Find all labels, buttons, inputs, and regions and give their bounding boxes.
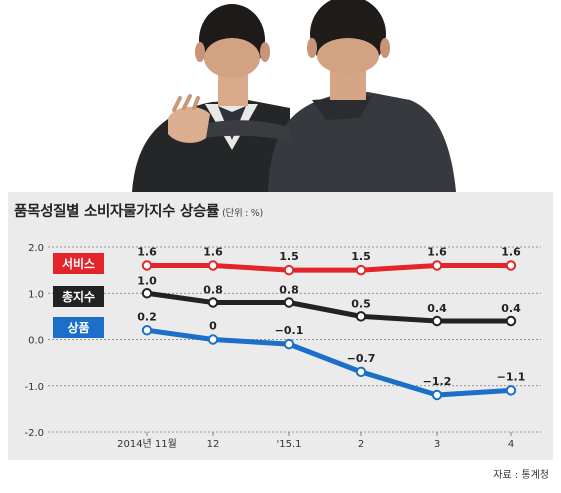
data-label: −1.1	[497, 370, 526, 383]
y-tick-label: -2.0	[24, 428, 44, 439]
chart-unit: (단위 : %)	[222, 208, 263, 219]
data-label: 0.4	[501, 302, 521, 315]
y-tick-label: -1.0	[24, 382, 44, 393]
x-tick-label: 2014년 11월	[117, 438, 177, 450]
x-tick-label: 2	[358, 439, 364, 450]
x-tick-label: '15.1	[276, 439, 301, 450]
data-label: 1.5	[279, 250, 299, 263]
data-label: 0	[209, 320, 217, 333]
data-point	[431, 315, 443, 327]
y-tick-label: 1.0	[28, 289, 44, 300]
y-tick-label: 2.0	[28, 243, 44, 254]
legend-tag	[53, 253, 104, 274]
legend-tag	[53, 286, 104, 307]
photo-two-businessmen	[0, 0, 561, 192]
data-label: 0.5	[351, 297, 371, 310]
data-label: 1.6	[427, 246, 447, 259]
data-label: 1.0	[137, 274, 157, 287]
data-label: 0.8	[279, 284, 299, 297]
data-point	[283, 264, 295, 276]
data-point	[207, 297, 219, 308]
source-note: 자료 : 통계청	[493, 470, 549, 481]
data-point	[141, 288, 153, 299]
data-label: 0.8	[203, 284, 223, 297]
data-point	[355, 311, 367, 322]
data-label: −0.7	[347, 352, 376, 365]
data-label: −0.1	[275, 324, 304, 337]
data-label: −1.2	[423, 375, 452, 388]
data-point	[355, 366, 367, 378]
data-label: 1.6	[501, 246, 521, 259]
series-line	[146, 327, 512, 398]
series-line	[146, 290, 511, 324]
data-label: 0.2	[137, 310, 157, 323]
data-point	[505, 315, 517, 327]
data-point	[207, 260, 219, 271]
data-point	[505, 260, 517, 271]
series-line	[147, 263, 511, 273]
data-point	[283, 297, 295, 308]
x-tick-label: 12	[207, 439, 220, 450]
x-tick-label: 3	[434, 439, 440, 450]
data-point	[431, 389, 443, 401]
data-label: 0.4	[427, 302, 447, 315]
data-point	[141, 325, 153, 336]
data-point	[431, 260, 443, 271]
legend-label: 서비스	[62, 256, 95, 271]
data-label: 1.5	[351, 250, 371, 263]
legend-tag	[53, 317, 104, 338]
data-point	[283, 338, 295, 350]
chart-title: 품목성질별 소비자물가지수 상승률 (단위 : %)	[14, 204, 263, 220]
data-point	[505, 385, 517, 396]
legend-label: 총지수	[62, 289, 95, 304]
x-tick-label: 4	[508, 439, 514, 450]
data-label: 1.6	[137, 246, 157, 259]
data-point	[141, 260, 153, 271]
data-point	[207, 334, 219, 345]
y-tick-label: 0.0	[28, 336, 44, 347]
legend-label: 상품	[67, 320, 89, 335]
data-point	[355, 264, 367, 276]
data-label: 1.6	[203, 246, 223, 259]
